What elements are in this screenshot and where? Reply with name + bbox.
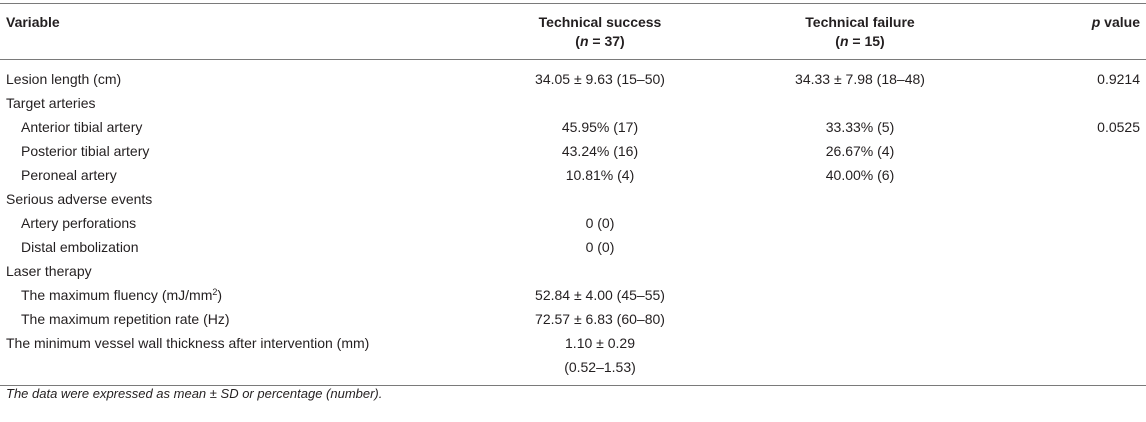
cell-label: Distal embolization bbox=[21, 239, 139, 255]
cell-success: 0 (0) bbox=[585, 215, 615, 231]
cell-p-value: 0.9214 bbox=[1097, 71, 1140, 87]
row-serious-adverse-events: Serious adverse events bbox=[0, 187, 1146, 211]
header-failure-n: (n = 15) bbox=[835, 33, 885, 49]
cell-label: Posterior tibial artery bbox=[21, 143, 150, 159]
cell-success: 34.05 ± 9.63 (15–50) bbox=[535, 71, 665, 87]
cell-section-label: Serious adverse events bbox=[6, 191, 153, 207]
cell-failure: 34.33 ± 7.98 (18–48) bbox=[795, 71, 925, 87]
row-max-fluency: The maximum fluency (mJ/mm2) 52.84 ± 4.0… bbox=[0, 283, 1146, 307]
cell-success: 45.95% (17) bbox=[561, 119, 639, 135]
cell-success: 1.10 ± 0.29 (0.52–1.53) bbox=[470, 331, 730, 386]
cell-label: The maximum fluency (mJ/mm2) bbox=[21, 287, 223, 303]
row-posterior-tibial: Posterior tibial artery 43.24% (16) 26.6… bbox=[0, 139, 1146, 163]
cell-success: 72.57 ± 6.83 (60–80) bbox=[535, 311, 665, 327]
cell-success-line1: 1.10 ± 0.29 bbox=[565, 335, 635, 351]
header-variable: Variable bbox=[0, 4, 470, 60]
cell-success: 52.84 ± 4.00 (45–55) bbox=[535, 287, 665, 303]
cell-success-line2: (0.52–1.53) bbox=[564, 359, 636, 375]
cell-label: Artery perforations bbox=[21, 215, 137, 231]
cell-success: 43.24% (16) bbox=[561, 143, 639, 159]
cell-section-label: Laser therapy bbox=[6, 263, 92, 279]
row-anterior-tibial: Anterior tibial artery 45.95% (17) 33.33… bbox=[0, 115, 1146, 139]
header-success-label: Technical success bbox=[538, 14, 662, 30]
results-table: Variable Technical success (n = 37) Tech… bbox=[0, 3, 1146, 386]
row-target-arteries: Target arteries bbox=[0, 91, 1146, 115]
cell-success: 0 (0) bbox=[585, 239, 615, 255]
cell-label: Anterior tibial artery bbox=[21, 119, 143, 135]
cell-label: The minimum vessel wall thickness after … bbox=[0, 331, 470, 386]
header-variable-text: Variable bbox=[6, 14, 60, 30]
table-footnote: The data were expressed as mean ± SD or … bbox=[6, 386, 383, 401]
row-lesion-length: Lesion length (cm) 34.05 ± 9.63 (15–50) … bbox=[0, 60, 1146, 92]
header-success-n: (n = 37) bbox=[575, 33, 625, 49]
header-p-value: p value bbox=[990, 4, 1146, 60]
cell-label: The maximum repetition rate (Hz) bbox=[21, 311, 230, 327]
cell-failure: 26.67% (4) bbox=[825, 143, 895, 159]
row-laser-therapy: Laser therapy bbox=[0, 259, 1146, 283]
table-header: Variable Technical success (n = 37) Tech… bbox=[0, 3, 1146, 60]
cell-failure: 33.33% (5) bbox=[825, 119, 895, 135]
row-distal-embolization: Distal embolization 0 (0) bbox=[0, 235, 1146, 259]
header-row: Variable Technical success (n = 37) Tech… bbox=[0, 4, 1146, 60]
row-artery-perforations: Artery perforations 0 (0) bbox=[0, 211, 1146, 235]
cell-section-label: Target arteries bbox=[6, 95, 96, 111]
header-technical-failure: Technical failure (n = 15) bbox=[730, 4, 990, 60]
cell-p-value: 0.0525 bbox=[1097, 119, 1140, 135]
cell-label: Lesion length (cm) bbox=[6, 71, 122, 87]
cell-success: 10.81% (4) bbox=[565, 167, 635, 183]
row-peroneal: Peroneal artery 10.81% (4) 40.00% (6) bbox=[0, 163, 1146, 187]
row-max-repetition: The maximum repetition rate (Hz) 72.57 ±… bbox=[0, 307, 1146, 331]
cell-label: Peroneal artery bbox=[21, 167, 117, 183]
cell-failure: 40.00% (6) bbox=[825, 167, 895, 183]
header-failure-label: Technical failure bbox=[805, 14, 915, 30]
row-min-vessel-wall: The minimum vessel wall thickness after … bbox=[0, 331, 1146, 386]
header-technical-success: Technical success (n = 37) bbox=[470, 4, 730, 60]
table-body: Lesion length (cm) 34.05 ± 9.63 (15–50) … bbox=[0, 60, 1146, 386]
